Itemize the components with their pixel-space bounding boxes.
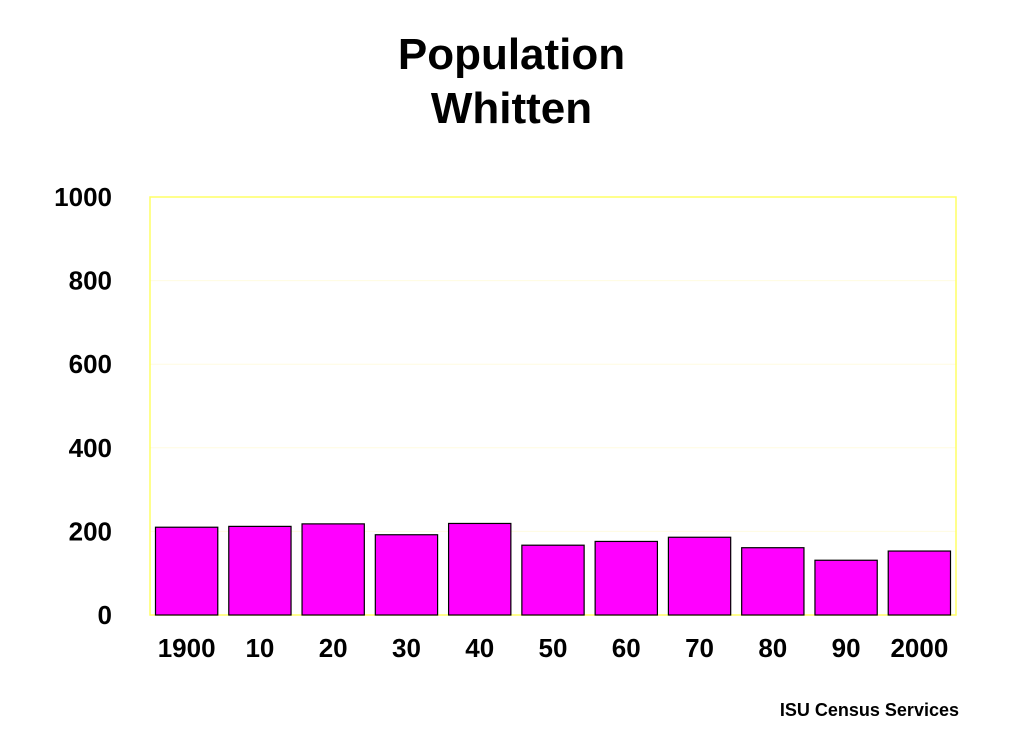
bar-40 <box>447 522 512 616</box>
bar-1900 <box>154 526 219 616</box>
x-tick-label: 60 <box>612 633 641 663</box>
x-tick-label: 30 <box>392 633 421 663</box>
x-tick-label: 1900 <box>158 633 216 663</box>
gridlines <box>150 280 956 532</box>
y-tick-label: 1000 <box>54 182 112 212</box>
bars-group <box>154 522 952 616</box>
chart-title: Population <box>397 30 626 79</box>
x-axis-ticks: 1900 10 20 30 40 50 60 70 80 90 2000 <box>158 633 949 663</box>
x-tick-label: 50 <box>539 633 568 663</box>
bar-10 <box>228 525 292 616</box>
x-tick-label: 20 <box>319 633 348 663</box>
bar-60 <box>594 540 659 616</box>
bar-90 <box>814 559 878 616</box>
x-tick-label: 70 <box>685 633 714 663</box>
y-tick-label: 800 <box>69 266 112 296</box>
bar-20 <box>301 523 365 616</box>
y-axis-ticks: 0 200 400 600 800 1000 <box>54 182 112 630</box>
chart-subtitle: Whitten <box>430 84 593 133</box>
y-tick-label: 200 <box>69 516 112 546</box>
y-tick-label: 400 <box>69 433 112 463</box>
bar-70 <box>667 536 732 616</box>
x-tick-label: 10 <box>245 633 274 663</box>
x-tick-label: 80 <box>758 633 787 663</box>
bar-50 <box>521 544 585 616</box>
bar-80 <box>741 547 805 616</box>
y-tick-label: 0 <box>98 600 112 630</box>
y-tick-label: 600 <box>69 349 112 379</box>
x-tick-label: 2000 <box>890 633 948 663</box>
chart-title-block: Population Whitten <box>0 28 1023 136</box>
bar-30 <box>374 534 439 616</box>
x-tick-label: 40 <box>465 633 494 663</box>
bar-2000 <box>887 550 952 616</box>
x-tick-label: 90 <box>832 633 861 663</box>
source-credit: ISU Census Services <box>779 700 959 720</box>
